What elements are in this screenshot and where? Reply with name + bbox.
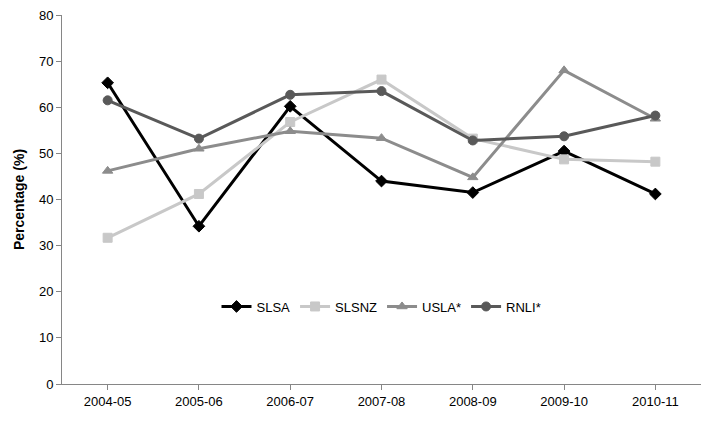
svg-text:SLSA: SLSA xyxy=(257,300,291,315)
svg-text:SLSNZ: SLSNZ xyxy=(335,300,377,315)
svg-text:2007-08: 2007-08 xyxy=(358,394,406,409)
svg-text:2005-06: 2005-06 xyxy=(175,394,223,409)
svg-text:USLA*: USLA* xyxy=(422,300,461,315)
svg-text:10: 10 xyxy=(39,330,53,345)
svg-text:40: 40 xyxy=(39,192,53,207)
svg-text:50: 50 xyxy=(39,146,53,161)
svg-text:2004-05: 2004-05 xyxy=(84,394,132,409)
svg-text:0: 0 xyxy=(46,377,53,392)
svg-text:70: 70 xyxy=(39,54,53,69)
svg-text:2008-09: 2008-09 xyxy=(449,394,497,409)
svg-text:20: 20 xyxy=(39,284,53,299)
svg-text:30: 30 xyxy=(39,238,53,253)
svg-text:Percentage (%): Percentage (%) xyxy=(11,149,27,250)
svg-text:2006-07: 2006-07 xyxy=(266,394,314,409)
svg-text:60: 60 xyxy=(39,100,53,115)
svg-text:80: 80 xyxy=(39,8,53,23)
svg-text:2010-11: 2010-11 xyxy=(632,394,679,409)
svg-text:RNLI*: RNLI* xyxy=(506,300,541,315)
svg-text:2009-10: 2009-10 xyxy=(540,394,588,409)
